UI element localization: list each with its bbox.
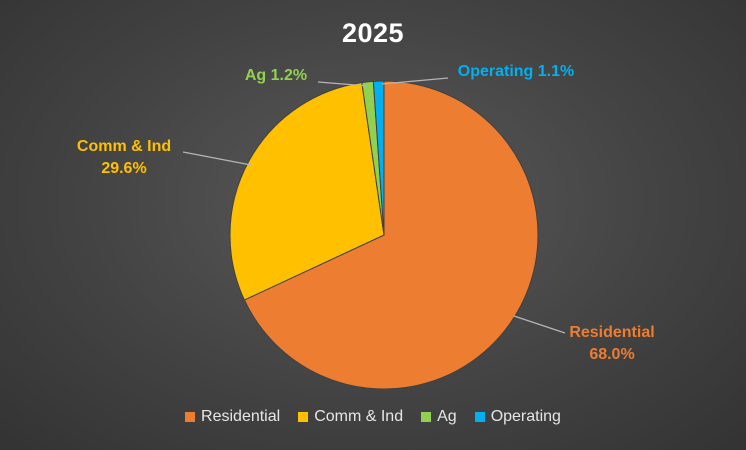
legend-item-residential: Residential [185, 408, 280, 426]
data-label-comm-ind: Comm & Ind 29.6% [77, 138, 171, 177]
legend-swatch-ag [421, 412, 432, 422]
legend-label-comm-ind: Comm & Ind [314, 408, 404, 425]
legend-swatch-residential [185, 412, 196, 422]
legend-item-operating: Operating [474, 408, 561, 426]
pie-slice-comm-ind [229, 82, 385, 301]
leader-line-comm-ind [182, 151, 252, 166]
chart-title: 2025 [341, 18, 405, 48]
pie-slice-operating [372, 80, 385, 236]
data-label-operating: Operating 1.1% [458, 63, 574, 80]
leader-line-residential [513, 315, 566, 334]
legend-item-ag: Ag [421, 408, 457, 426]
data-label-residential: Residential 68.0% [569, 324, 654, 363]
leader-line-operating [381, 77, 449, 85]
legend-label-ag: Ag [437, 408, 457, 425]
data-label-ag: Ag 1.2% [245, 67, 307, 84]
leader-line-ag [317, 81, 369, 87]
pie-slice-residential [243, 80, 539, 390]
legend: Residential Comm & Ind Ag Operating [0, 408, 746, 426]
legend-label-operating: Operating [490, 408, 561, 425]
legend-item-comm-ind: Comm & Ind [298, 408, 403, 426]
legend-label-residential: Residential [201, 408, 281, 425]
legend-swatch-operating [474, 412, 485, 422]
legend-swatch-comm-ind [298, 412, 309, 422]
